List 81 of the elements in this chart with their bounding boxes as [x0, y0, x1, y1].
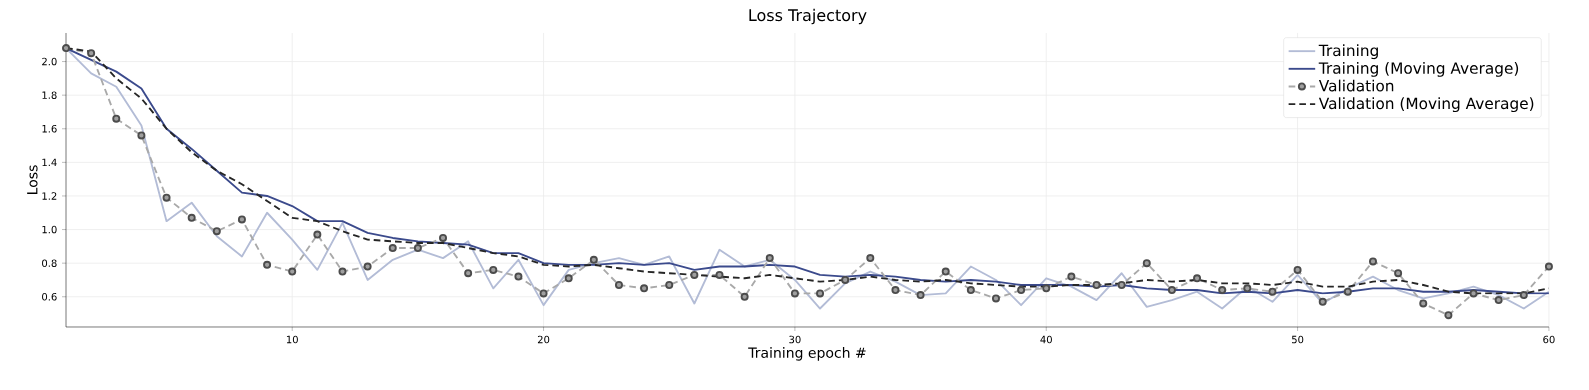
point [564, 274, 573, 283]
point [87, 49, 96, 58]
point [212, 227, 221, 236]
y-tick-label: 1.0 [42, 225, 57, 234]
y-tick-label: 1.6 [42, 124, 57, 133]
point [413, 244, 422, 253]
point [363, 262, 372, 271]
point [1218, 286, 1227, 295]
point [112, 114, 121, 123]
point [1293, 265, 1302, 274]
point [1142, 259, 1151, 268]
point [237, 215, 246, 224]
legend-label: Validation [1318, 79, 1394, 92]
point [841, 275, 850, 284]
point [1469, 289, 1478, 298]
point [1519, 291, 1528, 300]
point [313, 230, 322, 239]
point [263, 260, 272, 269]
x-tick-label: 40 [1040, 335, 1052, 344]
point [338, 267, 347, 276]
point [640, 284, 649, 293]
point [916, 291, 925, 300]
point [187, 213, 196, 222]
point [1193, 274, 1202, 283]
point [137, 131, 146, 140]
x-tick-label: 30 [789, 335, 801, 344]
point [765, 254, 774, 263]
x-axis-title: Training epoch # [748, 347, 866, 361]
point [740, 292, 749, 301]
point [539, 289, 548, 298]
legend-label: Training [1318, 44, 1378, 60]
point [1268, 287, 1277, 296]
point [439, 233, 448, 242]
point [514, 272, 523, 281]
y-tick-label: 2.0 [42, 57, 57, 66]
point [1017, 286, 1026, 295]
x-tick-label: 50 [1292, 335, 1304, 344]
y-axis-title: Loss [27, 165, 38, 194]
point [1544, 262, 1553, 271]
point [1167, 286, 1176, 295]
y-tick-label: 1.8 [42, 91, 57, 99]
point [62, 44, 71, 53]
point [1067, 272, 1076, 281]
legend-label: Validation (Moving Average) [1318, 97, 1534, 113]
y-tick-label: 1.4 [42, 158, 57, 166]
point [1343, 287, 1352, 296]
point [1092, 281, 1101, 290]
point [1318, 297, 1327, 306]
x-tick-label: 60 [1543, 335, 1555, 344]
point [1042, 284, 1051, 293]
legend-label: Training (Moving Average) [1318, 61, 1519, 77]
point [489, 265, 498, 274]
point [388, 244, 397, 253]
point [790, 289, 799, 298]
point [464, 269, 473, 278]
point [288, 267, 297, 276]
point [866, 254, 875, 263]
point [614, 281, 623, 290]
point [816, 289, 825, 298]
point [690, 270, 699, 279]
point [1444, 311, 1453, 320]
x-tick-label: 10 [286, 335, 298, 344]
y-tick-label: 1.2 [42, 192, 57, 200]
point [891, 286, 900, 295]
point [991, 294, 1000, 303]
point [589, 255, 598, 264]
point [665, 281, 674, 290]
point [1117, 281, 1126, 290]
point [1394, 269, 1403, 278]
point [1419, 299, 1428, 308]
y-tick-label: 0.8 [42, 259, 57, 267]
point [941, 267, 950, 276]
point [1243, 284, 1252, 293]
x-tick-label: 20 [537, 335, 550, 344]
chart-title: Loss Trajectory [749, 8, 867, 25]
point [966, 286, 975, 295]
point [1494, 296, 1503, 305]
y-tick-label: 0.6 [42, 292, 57, 301]
point [715, 270, 724, 279]
point [162, 193, 171, 202]
point [1368, 257, 1377, 266]
